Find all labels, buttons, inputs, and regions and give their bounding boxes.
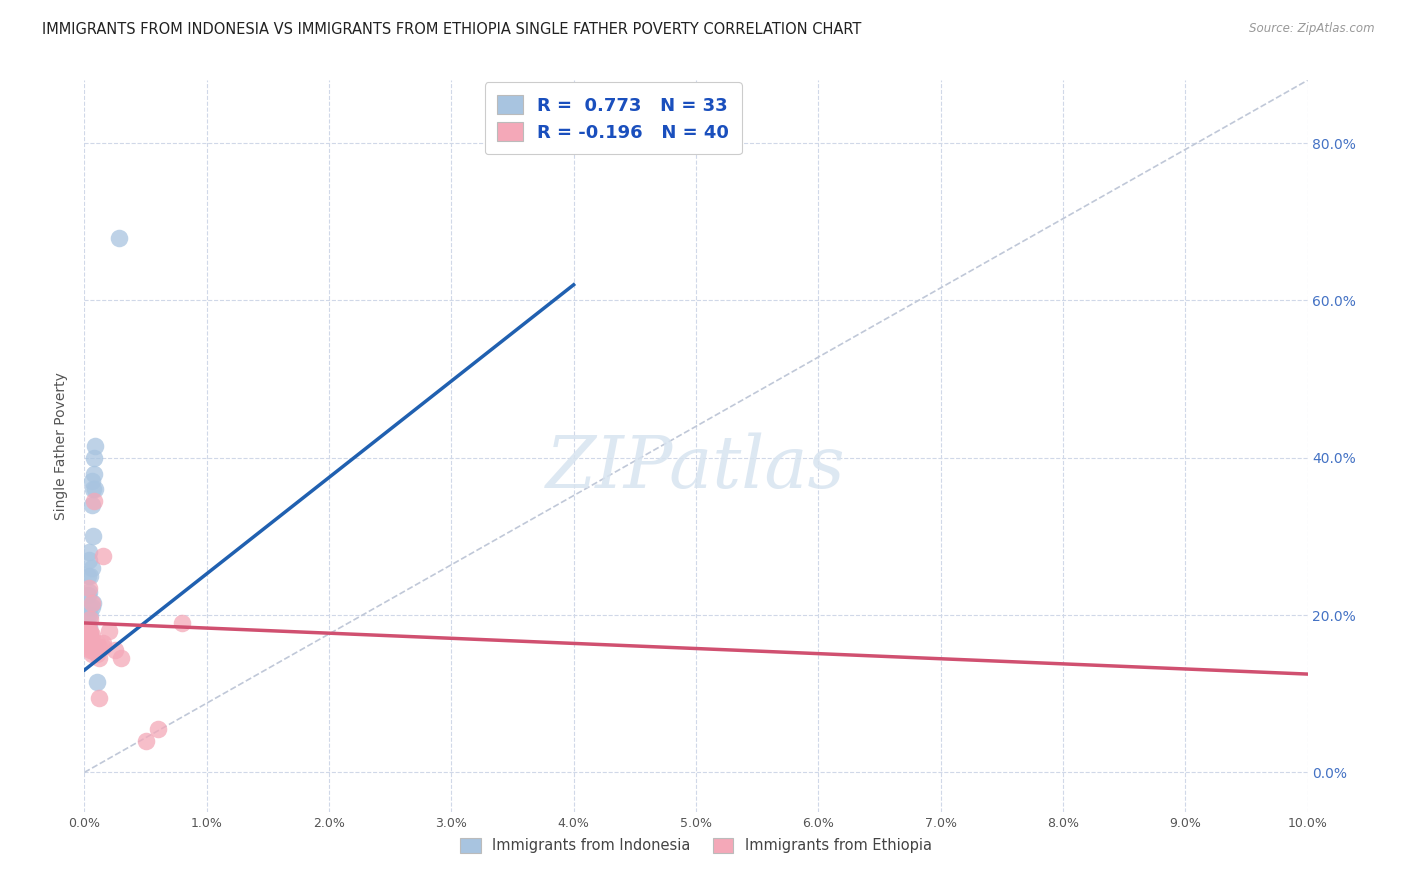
Point [73, 635, 96, 649]
Point [110, 651, 132, 665]
Point [82, 529, 104, 543]
Point [87, 690, 110, 705]
Point [77, 628, 100, 642]
Point [77, 589, 100, 603]
Point [97, 624, 120, 638]
Point [80, 596, 103, 610]
Point [86, 648, 108, 662]
Point [79, 632, 101, 646]
Point [79, 632, 101, 646]
Point [77, 600, 100, 615]
Point [84, 439, 107, 453]
Point [77, 640, 100, 654]
Point [77, 635, 100, 649]
Point [82, 596, 104, 610]
Point [77, 545, 100, 559]
Point [77, 632, 100, 646]
Point [73, 628, 96, 642]
Point [80, 498, 103, 512]
Point [77, 635, 100, 649]
Point [77, 624, 100, 638]
Point [80, 640, 103, 654]
Point [172, 615, 194, 630]
Point [86, 675, 108, 690]
Point [86, 635, 108, 649]
Point [86, 640, 108, 654]
Point [79, 608, 101, 623]
Point [77, 553, 100, 567]
Point [80, 600, 103, 615]
Point [80, 561, 103, 575]
Point [91, 640, 114, 654]
Point [135, 734, 157, 748]
Point [73, 635, 96, 649]
Point [79, 635, 101, 649]
Point [91, 635, 114, 649]
Point [77, 628, 100, 642]
Point [84, 482, 107, 496]
Point [77, 568, 100, 582]
Point [73, 632, 96, 646]
Point [79, 643, 101, 657]
Point [77, 628, 100, 642]
Point [82, 482, 104, 496]
Point [80, 628, 103, 642]
Legend: Immigrants from Indonesia, Immigrants from Ethiopia: Immigrants from Indonesia, Immigrants fr… [454, 832, 938, 859]
Text: IMMIGRANTS FROM INDONESIA VS IMMIGRANTS FROM ETHIOPIA SINGLE FATHER POVERTY CORR: IMMIGRANTS FROM INDONESIA VS IMMIGRANTS … [42, 22, 862, 37]
Point [77, 632, 100, 646]
Point [77, 584, 100, 599]
Point [80, 643, 103, 657]
Point [77, 635, 100, 649]
Point [83, 494, 105, 508]
Point [77, 608, 100, 623]
Point [104, 643, 127, 657]
Point [79, 624, 101, 638]
Point [77, 620, 100, 634]
Point [79, 628, 101, 642]
Text: Source: ZipAtlas.com: Source: ZipAtlas.com [1250, 22, 1375, 36]
Point [77, 581, 100, 595]
Point [83, 467, 105, 481]
Point [83, 640, 105, 654]
Point [80, 648, 103, 662]
Point [73, 628, 96, 642]
Point [146, 722, 169, 736]
Point [87, 651, 110, 665]
Point [79, 612, 101, 626]
Point [91, 549, 114, 563]
Text: ZIPatlas: ZIPatlas [546, 433, 846, 503]
Y-axis label: Single Father Poverty: Single Father Poverty [55, 372, 69, 520]
Point [77, 624, 100, 638]
Point [83, 450, 105, 465]
Point [87, 640, 110, 654]
Point [107, 230, 129, 244]
Point [79, 640, 101, 654]
Point [79, 628, 101, 642]
Point [73, 624, 96, 638]
Point [73, 632, 96, 646]
Point [80, 475, 103, 489]
Point [79, 568, 101, 582]
Point [77, 632, 100, 646]
